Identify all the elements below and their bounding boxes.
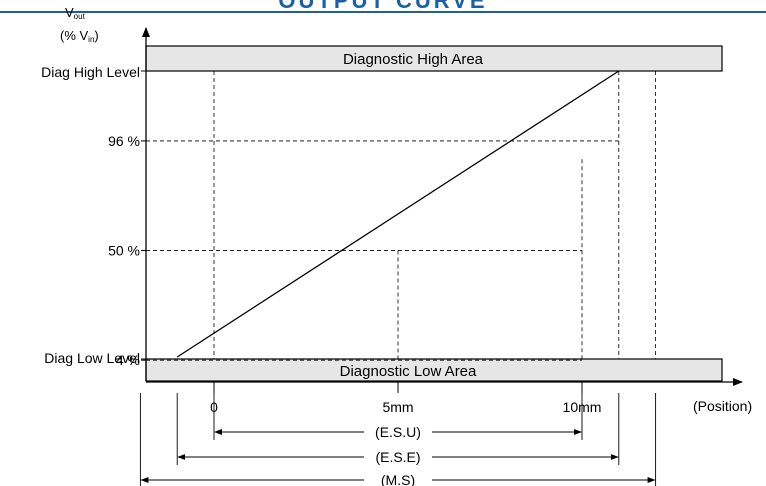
diagnostic-high-area-label: Diagnostic High Area [343,51,484,68]
span-label: (E.S.U) [375,424,421,440]
y-axis-unit: (% Vin) [60,28,99,44]
span-label: (E.S.E) [375,449,420,465]
y-tick-label: 4 % [116,352,140,368]
page-title: OUTPUT CURVE [278,0,488,13]
diag-high-level-label: Diag High Level [41,64,140,80]
guide-lines [146,71,656,361]
x-tick-label: 5mm [382,399,413,415]
y-tick-label: 50 % [108,243,140,259]
tick-group: 4 %50 %96 %0 5mm 10mm [108,133,601,415]
diagnostic-high-area [145,45,723,72]
diag-low-level-label: Diag Low Level [44,350,140,366]
diagnostic-low-area-label: Diagnostic Low Area [340,363,477,380]
y-axis-label: Vout [65,5,86,21]
series-group [176,70,620,358]
y-tick-label: 96 % [108,133,140,149]
x-axis-label: (Position) [693,398,752,414]
span-label: (M.S) [381,472,415,486]
output-line [176,70,620,358]
span-group: (E.S.U) (E.S.E) (M.S) [139,393,657,486]
title-rule [0,11,766,13]
